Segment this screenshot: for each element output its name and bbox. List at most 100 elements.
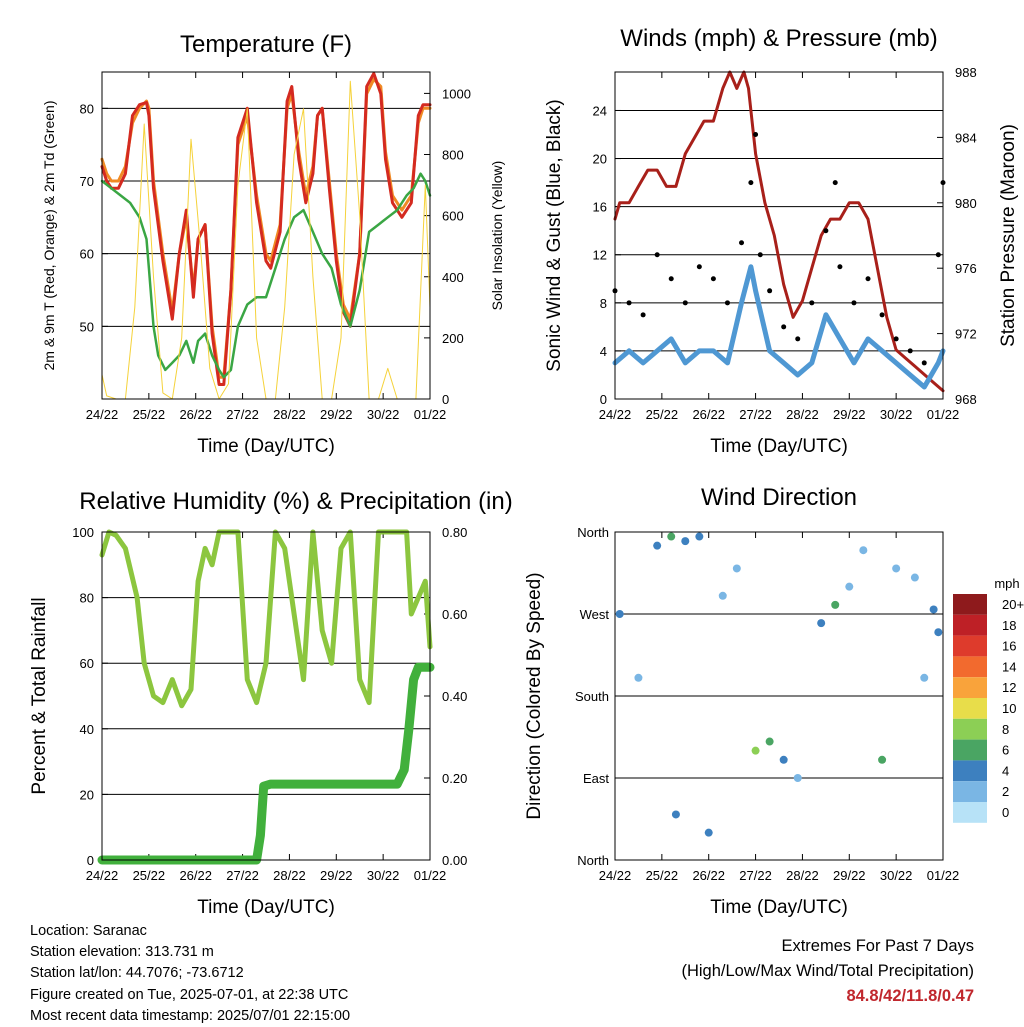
temp-series-line (100, 172, 432, 379)
x-tick-label: 28/22 (786, 868, 819, 883)
legend-label: 10 (1002, 701, 1016, 716)
legend-swatch (953, 739, 987, 761)
y-tick-label: 50 (80, 319, 94, 334)
y2-tick-label: 984 (955, 130, 977, 145)
gust-point (795, 336, 801, 342)
winds-series-line (613, 70, 945, 393)
x-tick-label: 30/22 (367, 868, 400, 883)
extremes-subtitle: (High/Low/Max Wind/Total Precipitation) (681, 962, 974, 980)
gust-point (893, 336, 899, 342)
y-tick-label: 80 (80, 591, 94, 606)
direction-ylabel: Direction (Colored By Speed) (524, 572, 545, 819)
extremes-values: 84.8/42/11.8/0.47 (846, 987, 974, 1005)
rh-series-line (97, 662, 435, 865)
rh-series-line (99, 529, 433, 709)
x-tick-label: 25/22 (646, 868, 679, 883)
station-location: Location: Saranac (30, 923, 147, 939)
gust-point (809, 300, 815, 306)
x-tick-label: 30/22 (367, 407, 400, 422)
temp-xlabel: Time (Day/UTC) (197, 436, 335, 457)
legend-label: 16 (1002, 639, 1016, 654)
direction-title: Wind Direction (701, 484, 857, 511)
x-tick-label: 29/22 (833, 868, 866, 883)
x-tick-label: 28/22 (786, 407, 819, 422)
x-tick-label: 25/22 (133, 868, 166, 883)
x-tick-label: 30/22 (880, 407, 913, 422)
legend-swatch (953, 614, 987, 636)
x-tick-label: 25/22 (646, 407, 679, 422)
legend-swatch (953, 677, 987, 698)
y-tick-label: 60 (80, 656, 94, 671)
legend-swatch (953, 718, 987, 740)
gust-point (851, 300, 857, 306)
legend-label: 20+ (1002, 597, 1024, 612)
figure-created: Figure created on Tue, 2025-07-01, at 22… (30, 986, 349, 1003)
y2-tick-label: 0.20 (442, 771, 467, 786)
temp-series-line (100, 72, 432, 386)
direction-point (615, 610, 624, 618)
y-tick-label: 12 (593, 248, 607, 263)
direction-point (732, 564, 741, 573)
winds-frame (614, 71, 944, 400)
y2-tick-label: 976 (955, 261, 977, 276)
legend-label: 4 (1002, 763, 1009, 778)
direction-point (859, 546, 868, 555)
gust-point (921, 360, 927, 366)
direction-point (765, 737, 774, 746)
gust-point (907, 348, 913, 354)
x-tick-label: 29/22 (833, 407, 866, 422)
x-tick-label: 28/22 (273, 407, 306, 422)
gust-point (879, 312, 885, 318)
x-tick-label: 26/22 (179, 407, 212, 422)
direction-point (929, 605, 938, 614)
y-tick-label: South (575, 689, 609, 704)
y-tick-label: 80 (80, 101, 94, 116)
legend-swatch (953, 635, 987, 657)
legend-label: 18 (1002, 618, 1016, 633)
y2-tick-label: 968 (955, 392, 977, 407)
x-tick-label: 28/22 (273, 868, 306, 883)
x-tick-label: 24/22 (599, 407, 632, 422)
direction-point (892, 564, 901, 573)
legend-label: 6 (1002, 743, 1009, 758)
direction-point (718, 591, 727, 600)
x-tick-label: 27/22 (226, 407, 259, 422)
direction-point (910, 573, 919, 582)
winds-series-line (612, 264, 946, 390)
direction-point (793, 774, 802, 782)
x-tick-label: 29/22 (320, 407, 353, 422)
y-tick-label: West (580, 607, 610, 622)
direction-point (653, 541, 662, 550)
station-elevation: Station elevation: 313.731 m (30, 944, 214, 961)
rh-frame (101, 531, 431, 861)
direction-point (751, 746, 760, 755)
rh-xlabel: Time (Day/UTC) (197, 897, 335, 918)
legend-label: 2 (1002, 784, 1009, 799)
y-tick-label: 16 (593, 200, 607, 215)
y-tick-label: North (577, 853, 609, 868)
direction-point (831, 600, 840, 609)
x-tick-label: 27/22 (739, 407, 772, 422)
legend-swatch (953, 802, 987, 823)
direction-point (934, 628, 943, 637)
gust-point (753, 132, 759, 138)
temp-ylabel: 2m & 9m T (Red, Orange) & 2m Td (Green) (41, 101, 57, 371)
y2-tick-label: 0.40 (442, 689, 467, 704)
y-tick-label: 8 (600, 296, 607, 311)
direction-point (681, 537, 690, 546)
station-latlon: Station lat/lon: 44.7076; -73.6712 (30, 965, 244, 982)
winds-y2label: Station Pressure (Maroon) (998, 124, 1019, 347)
y-tick-label: 20 (593, 152, 607, 167)
direction-point (634, 673, 643, 682)
legend-label: 8 (1002, 722, 1009, 737)
y2-tick-label: 800 (442, 148, 464, 163)
y2-tick-label: 0 (442, 392, 449, 407)
y2-tick-label: 0.60 (442, 607, 467, 622)
x-tick-label: 24/22 (599, 868, 632, 883)
y2-tick-label: 600 (442, 209, 464, 224)
gust-point (626, 300, 632, 306)
y2-tick-label: 972 (955, 327, 977, 342)
gust-point (748, 180, 754, 186)
x-tick-label: 27/22 (226, 868, 259, 883)
